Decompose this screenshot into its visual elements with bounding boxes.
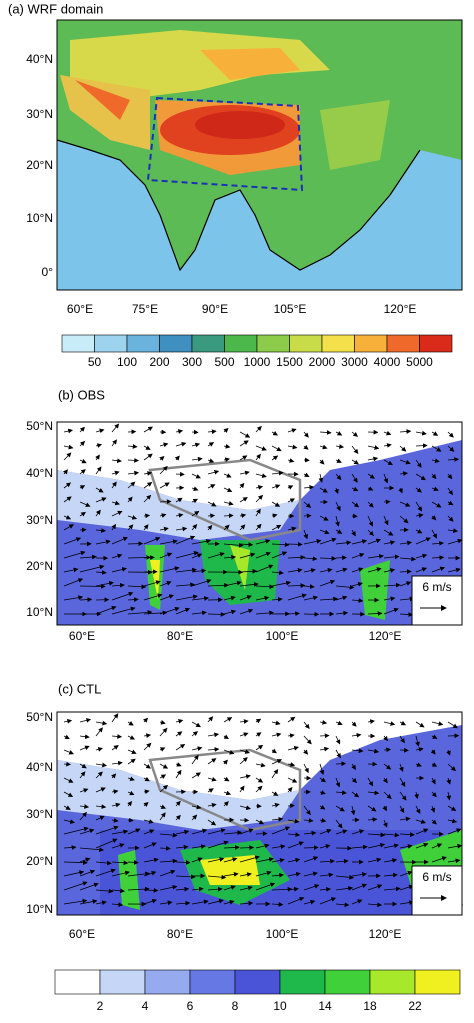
y-axis-label: 40°N	[26, 760, 53, 774]
x-axis-label: 120°E	[369, 927, 402, 941]
reference-label: 6 m/s	[422, 870, 451, 884]
y-axis-label: 30°N	[26, 807, 53, 821]
y-axis-label: 50°N	[26, 710, 53, 724]
colorbar-box	[190, 970, 235, 994]
colorbar-label: 500	[214, 355, 234, 369]
colorbar-label: 10	[273, 999, 287, 1013]
reference-label: 6 m/s	[422, 580, 451, 594]
x-axis-label: 80°E	[167, 927, 193, 941]
x-axis-label: 60°E	[67, 302, 93, 316]
colorbar-box	[420, 335, 453, 352]
y-axis-label: 40°N	[26, 466, 53, 480]
wind-arrow	[176, 474, 184, 475]
wind-arrow	[128, 544, 143, 545]
wind-arrow	[288, 544, 302, 545]
colorbar-box	[55, 970, 100, 994]
wind-arrow	[288, 806, 294, 807]
colorbar-box	[62, 335, 95, 352]
panel-title: (c) CTL	[58, 681, 101, 696]
colorbar-box	[370, 970, 415, 994]
colorbar-label: 3000	[341, 355, 368, 369]
colorbar-box	[100, 970, 145, 994]
colorbar-label: 4000	[374, 355, 401, 369]
colorbar-box	[415, 970, 460, 994]
x-axis-label: 120°E	[384, 302, 417, 316]
colorbar-label: 4	[142, 999, 149, 1013]
colorbar-label: 18	[363, 999, 377, 1013]
wind-arrow	[384, 750, 390, 751]
wind-arrow	[240, 848, 253, 849]
colorbar-box	[160, 335, 193, 352]
colorbar-label: 6	[187, 999, 194, 1013]
colorbar-box	[127, 335, 160, 352]
colorbar-label: 100	[117, 355, 137, 369]
wind-arrow	[320, 736, 329, 737]
y-axis-label: 30°N	[26, 107, 53, 121]
wind-arrow	[208, 614, 225, 615]
x-axis-label: 60°E	[69, 629, 95, 643]
colorbar-label: 1500	[276, 355, 303, 369]
x-axis-label: 60°E	[69, 927, 95, 941]
colorbar-label: 1000	[244, 355, 271, 369]
colorbar-box	[192, 335, 225, 352]
panel-title: (a) WRF domain	[8, 1, 103, 16]
map-a	[57, 20, 462, 290]
y-axis-label: 30°N	[26, 513, 53, 527]
colorbar-box	[322, 335, 355, 352]
y-axis-label: 20°N	[26, 854, 53, 868]
map-c	[57, 712, 462, 915]
colorbar-box	[280, 970, 325, 994]
colorbar-label: 50	[88, 355, 102, 369]
colorbar-label: 22	[408, 999, 422, 1013]
y-axis-label: 40°N	[26, 52, 53, 66]
y-axis-label: 10°N	[26, 902, 53, 916]
x-axis-label: 105°E	[274, 302, 307, 316]
x-axis-label: 80°E	[167, 629, 193, 643]
wind-arrow	[144, 890, 158, 891]
colorbar-label: 8	[232, 999, 239, 1013]
colorbar-box	[387, 335, 420, 352]
y-axis-label: 0°	[42, 265, 54, 279]
colorbar-box	[235, 970, 280, 994]
colorbar-label: 300	[182, 355, 202, 369]
colorbar-box	[355, 335, 388, 352]
x-axis-label: 100°E	[266, 927, 299, 941]
colorbar-label: 2000	[309, 355, 336, 369]
panel-title: (b) OBS	[58, 387, 105, 402]
colorbar-box	[325, 970, 370, 994]
x-axis-label: 90°E	[202, 302, 228, 316]
x-axis-label: 100°E	[266, 629, 299, 643]
colorbar-label: 14	[318, 999, 332, 1013]
colorbar-box	[95, 335, 128, 352]
colorbar-box	[225, 335, 258, 352]
colorbar-box	[145, 970, 190, 994]
wind-arrow	[336, 764, 345, 765]
wind-arrow	[256, 834, 267, 835]
colorbar-label: 2	[97, 999, 104, 1013]
y-axis-label: 50°N	[26, 419, 53, 433]
colorbar-box	[290, 335, 323, 352]
colorbar-label: 200	[149, 355, 169, 369]
x-axis-label: 75°E	[132, 302, 158, 316]
wind-arrow	[80, 586, 105, 587]
y-axis-label: 10°N	[26, 605, 53, 619]
wind-arrow	[336, 558, 346, 559]
colorbar-label: 5000	[406, 355, 433, 369]
x-axis-label: 120°E	[369, 629, 402, 643]
colorbar-box	[257, 335, 290, 352]
map-b	[57, 422, 462, 625]
y-axis-label: 20°N	[26, 158, 53, 172]
y-axis-label: 20°N	[26, 559, 53, 573]
y-axis-label: 10°N	[26, 211, 53, 225]
